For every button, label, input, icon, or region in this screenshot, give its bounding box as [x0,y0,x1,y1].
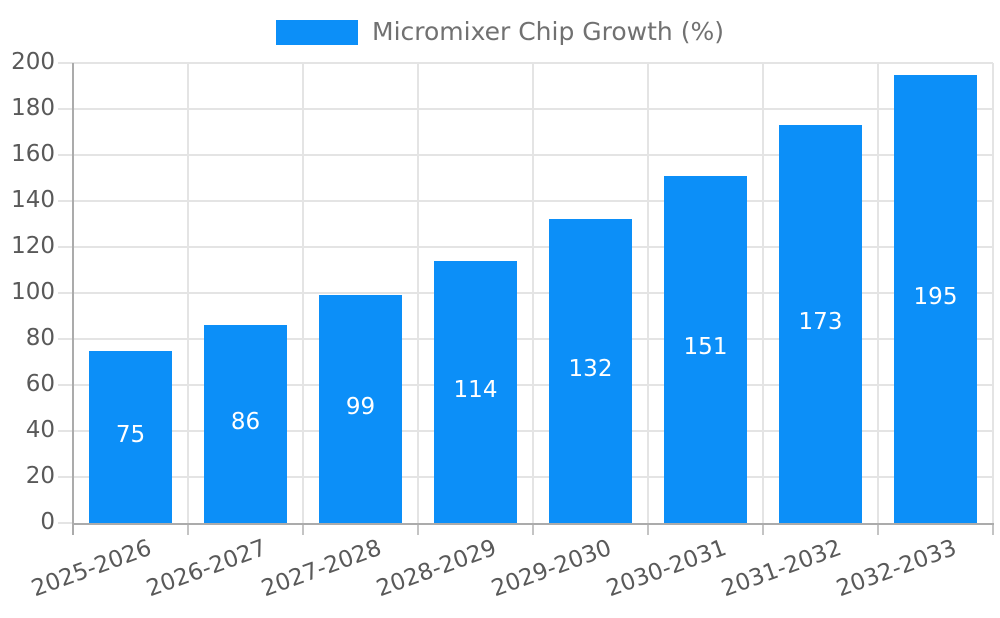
y-tick-label: 120 [11,233,55,259]
y-tick-label: 160 [11,141,55,167]
bar-value-label: 75 [115,421,146,448]
x-gridline [187,63,189,523]
bar-value-label: 195 [913,283,958,310]
bar[interactable] [779,125,862,523]
y-tick-label: 80 [25,325,55,351]
y-tick [58,338,73,340]
y-tick-label: 100 [11,279,55,305]
x-tick [532,525,534,535]
x-tick [187,525,189,535]
bar-chart: Micromixer Chip Growth (%) 0 20 40 60 80 100 1… [0,17,1000,603]
bar[interactable] [89,350,172,523]
y-tick [58,476,73,478]
x-gridline [302,63,304,523]
y-tick-label: 140 [11,187,55,213]
legend-swatch [276,19,358,45]
x-axis-line [72,523,994,525]
y-tick [58,154,73,156]
bar-value-label: 99 [345,394,376,421]
x-gridline [417,63,419,523]
x-gridline [532,63,534,523]
bar-value-label: 114 [453,376,498,403]
x-tick [417,525,419,535]
x-gridline [762,63,764,523]
bar-value-label: 132 [568,356,613,383]
legend: Micromixer Chip Growth (%) [0,17,1000,47]
y-tick [58,384,73,386]
y-tick [58,430,73,432]
x-tick [992,525,994,535]
x-gridline [647,63,649,523]
x-tick [877,525,879,535]
bar-value-label: 151 [683,334,728,361]
x-tick [762,525,764,535]
plot-area: 0 20 40 60 80 100 120 140 160 180 200 75 2025-2026 86… [11,49,994,602]
y-tick [58,292,73,294]
y-tick [58,200,73,202]
y-tick [58,62,73,64]
legend-label: Micromixer Chip Growth (%) [372,17,724,46]
bar[interactable] [549,219,632,523]
y-tick-label: 40 [25,417,55,443]
y-tick [58,522,73,524]
x-tick [302,525,304,535]
y-tick-label: 180 [11,95,55,121]
y-axis-line [72,63,74,523]
x-tick [647,525,649,535]
y-tick-label: 200 [11,49,55,75]
y-tick-label: 20 [25,463,55,489]
bar-value-label: 86 [230,409,261,436]
bar[interactable] [434,260,517,523]
y-tick-label: 60 [25,371,55,397]
bar[interactable] [204,325,287,523]
y-tick-label: 0 [40,509,55,535]
bar[interactable] [894,74,977,523]
bar-value-label: 173 [798,309,843,336]
x-gridline [992,63,994,523]
y-tick [58,108,73,110]
x-tick [72,525,74,535]
bar[interactable] [664,175,747,523]
y-tick [58,246,73,248]
bar[interactable] [319,295,402,523]
x-gridline [877,63,879,523]
